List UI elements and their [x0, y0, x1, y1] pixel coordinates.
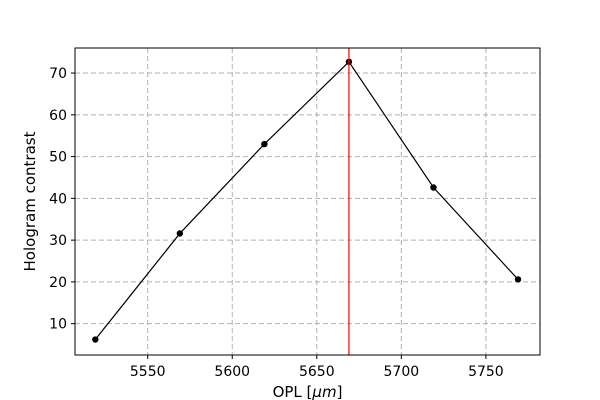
- y-tick-label: 50: [49, 150, 67, 166]
- y-tick-label: 20: [49, 275, 67, 291]
- data-point: [514, 276, 522, 283]
- data-point: [261, 140, 268, 148]
- y-tick-label: 70: [49, 66, 67, 82]
- x-tick-label: 5650: [299, 364, 335, 380]
- y-tick-label: 60: [49, 108, 67, 124]
- y-ticks: 10 20 30 40 50 60 70: [49, 66, 75, 333]
- data-point: [176, 230, 184, 237]
- x-tick-label: 5700: [384, 364, 420, 380]
- y-tick-label: 10: [49, 317, 67, 333]
- x-ticks: 5550 5600 5650 5700 5750: [130, 355, 504, 380]
- y-axis-label: Hologram contrast: [21, 131, 39, 271]
- x-axis-label-close: ]: [337, 383, 343, 400]
- x-axis-label: OPL [μm]: [273, 383, 343, 400]
- x-tick-label: 5600: [214, 364, 250, 380]
- data-point: [430, 184, 437, 191]
- x-tick-label: 5550: [130, 364, 166, 380]
- y-grid: [75, 72, 540, 325]
- y-tick-label: 40: [49, 191, 67, 207]
- y-tick-label: 30: [49, 233, 67, 249]
- plot-frame: [74, 47, 541, 356]
- x-axis-label-text: OPL [: [273, 383, 313, 400]
- x-axis-unit: μm: [311, 383, 336, 400]
- x-tick-label: 5750: [468, 364, 504, 380]
- x-grid: [147, 48, 487, 355]
- series-group: [92, 58, 522, 343]
- series-line: [94, 60, 519, 340]
- data-point: [92, 336, 99, 343]
